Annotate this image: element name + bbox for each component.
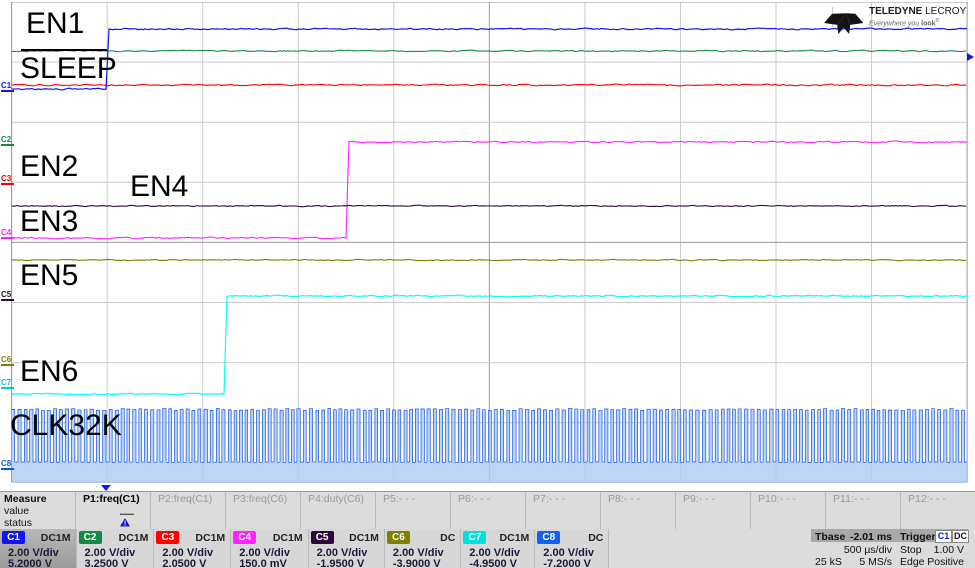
svg-text:!: !: [124, 521, 126, 528]
